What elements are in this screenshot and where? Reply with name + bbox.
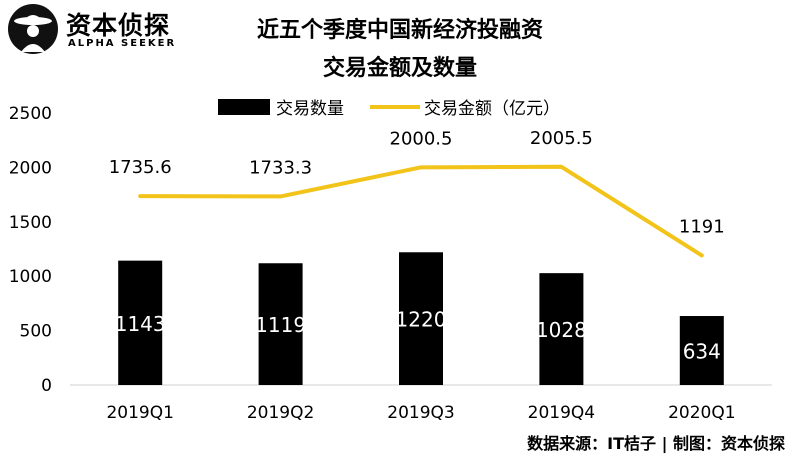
bar-value-label: 1119: [255, 313, 306, 337]
detective-icon: [8, 4, 58, 54]
line-value-label: 1191: [679, 216, 725, 237]
brand-logo: 资本侦探 ALPHA SEEKER: [8, 4, 238, 54]
y-tick-label: 1000: [9, 267, 52, 287]
bar-2020Q1: [679, 316, 724, 385]
x-tick-label: 2019Q1: [106, 403, 173, 423]
bar-2019Q1: [118, 260, 163, 385]
line-value-label: 1735.6: [109, 157, 172, 178]
bar-2019Q2: [258, 263, 303, 385]
x-tick-label: 2020Q1: [668, 403, 735, 423]
bar-value-label: 1143: [115, 312, 166, 336]
bar-2019Q4: [539, 273, 584, 385]
brand-name: 资本侦探: [66, 11, 171, 40]
line-series-amount: [138, 164, 704, 258]
bar-value-label: 634: [683, 340, 721, 364]
source-note: 数据来源：IT桔子 | 制图：资本侦探: [527, 434, 785, 453]
y-tick-label: 1500: [9, 213, 52, 233]
detective-glyph: [14, 15, 52, 52]
chart-title-line-1: 近五个季度中国新经济投融资: [256, 18, 543, 43]
y-tick-label: 2500: [9, 104, 52, 124]
bar-value-label: 1028: [536, 318, 587, 342]
legend-swatch-bar: [218, 99, 270, 115]
x-tick-label: 2019Q2: [247, 403, 314, 423]
line-value-label: 2005.5: [530, 128, 593, 149]
x-tick-label: 2019Q4: [528, 403, 595, 423]
y-tick-label: 0: [41, 376, 52, 396]
chart-title-line-2: 交易金额及数量: [322, 56, 477, 81]
brand-subtitle: ALPHA SEEKER: [68, 38, 177, 49]
bar-2019Q3: [399, 252, 443, 385]
legend-label-bar: 交易数量: [276, 99, 344, 119]
line-value-label: 2000.5: [390, 128, 453, 149]
legend-label-line: 交易金额（亿元）: [424, 99, 560, 119]
bar-value-label: 1220: [396, 308, 447, 332]
line-value-label: 1733.3: [249, 157, 312, 178]
y-tick-label: 2000: [9, 158, 52, 178]
x-tick-label: 2019Q3: [387, 403, 454, 423]
y-tick-label: 500: [20, 322, 52, 342]
